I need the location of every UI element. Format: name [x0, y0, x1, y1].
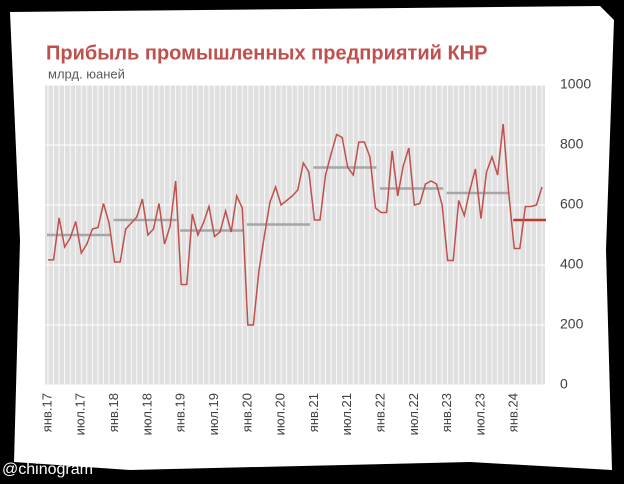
x-tick-label: июл.19 [206, 393, 221, 435]
y-tick-label: 600 [560, 196, 584, 212]
x-tick-label: июл.17 [73, 393, 88, 435]
data-line [48, 123, 543, 326]
plot-area [45, 85, 545, 385]
y-tick-label: 1000 [560, 76, 591, 92]
x-tick-label: янв.23 [439, 393, 454, 432]
x-tick-label: июл.20 [273, 393, 288, 435]
y-tick-label: 400 [560, 256, 584, 272]
x-tick-label: июл.23 [472, 393, 487, 435]
x-tick-label: июл.21 [339, 393, 354, 435]
y-tick-label: 0 [560, 376, 568, 392]
chart-subtitle: млрд. юаней [48, 66, 125, 81]
x-tick-label: янв.24 [506, 393, 521, 432]
x-tick-label: янв.18 [106, 393, 121, 432]
x-tick-label: янв.22 [372, 393, 387, 432]
x-tick-label: июл.22 [406, 393, 421, 435]
x-tick-label: июл.18 [139, 393, 154, 435]
x-tick-label: янв.20 [239, 393, 254, 432]
x-tick-label: янв.17 [39, 393, 54, 432]
chart-title: Прибыль промышленных предприятий КНР [46, 42, 487, 64]
y-tick-label: 800 [560, 136, 584, 152]
y-tick-label: 200 [560, 316, 584, 332]
watermark: @chinogram [2, 461, 93, 478]
x-tick-label: янв.19 [173, 393, 188, 432]
x-tick-label: янв.21 [306, 393, 321, 432]
